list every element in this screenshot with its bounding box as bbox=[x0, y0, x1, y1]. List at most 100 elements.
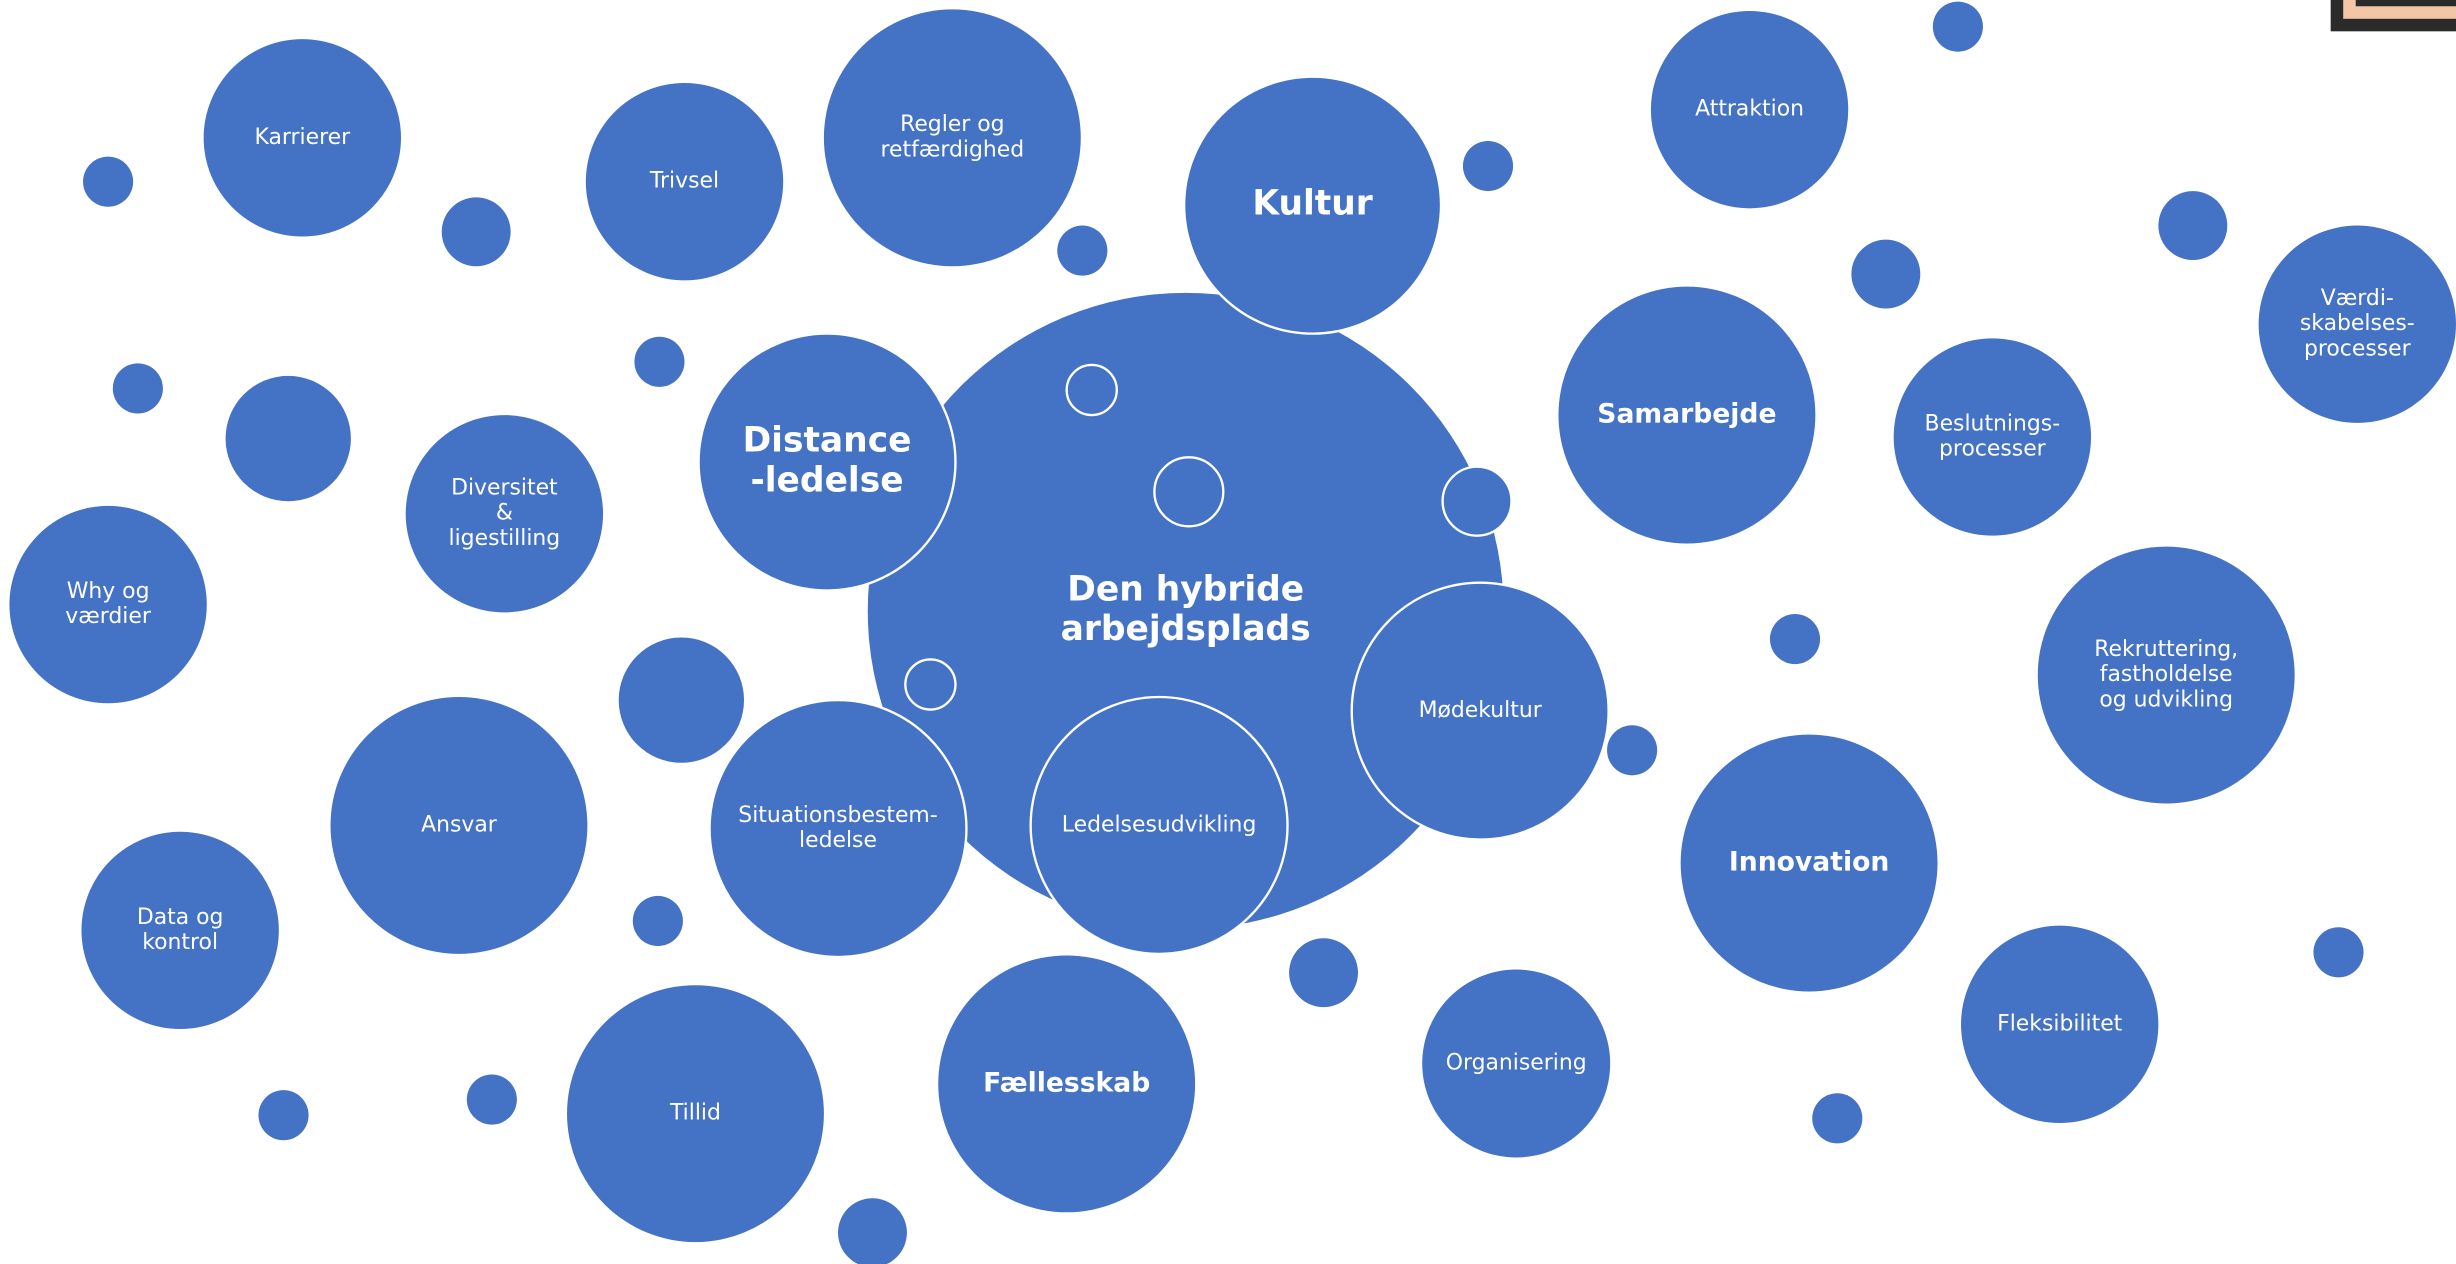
inner-circle bbox=[904, 658, 957, 711]
decor-circle bbox=[1851, 239, 1921, 309]
node: Ansvar bbox=[330, 697, 588, 954]
node: Samarbejde bbox=[1558, 286, 1816, 544]
node-label: og udvikling bbox=[2099, 687, 2233, 712]
node-circle bbox=[823, 9, 1081, 267]
node: Diversitet&ligestilling bbox=[405, 415, 604, 613]
decor-circle bbox=[838, 1198, 907, 1264]
node-label: Fleksibilitet bbox=[1997, 1011, 2123, 1036]
node: Organisering bbox=[1422, 969, 1611, 1158]
node: Situationsbestem-ledelse bbox=[708, 698, 968, 959]
node-label: Data og bbox=[137, 905, 224, 930]
node: Attraktion bbox=[1650, 10, 1849, 209]
node-label: værdier bbox=[65, 604, 151, 629]
node-label: Ledelsesudvikling bbox=[1062, 812, 1257, 837]
inner-circle bbox=[1153, 456, 1225, 528]
node-label: Den hybride bbox=[1067, 570, 1304, 610]
node-circle bbox=[2258, 225, 2456, 423]
decor-circle bbox=[1289, 938, 1359, 1008]
node-circle bbox=[1650, 10, 1849, 209]
node-label: Kultur bbox=[1252, 184, 1372, 224]
node-circle bbox=[697, 332, 957, 592]
node-circle bbox=[567, 985, 824, 1243]
decor-circle bbox=[2313, 927, 2364, 978]
decor-circle bbox=[258, 1090, 309, 1141]
node: Ledelsesudvikling bbox=[1029, 695, 1289, 956]
node-label: Organisering bbox=[1446, 1051, 1587, 1076]
node-label: processer bbox=[1939, 437, 2046, 462]
node-circle bbox=[203, 39, 401, 237]
node-circle bbox=[938, 955, 1196, 1213]
node: Innovation bbox=[1680, 734, 1938, 992]
node-label: Innovation bbox=[1729, 847, 1889, 878]
node-label: Trivsel bbox=[649, 169, 719, 194]
node-label: Værdi- bbox=[2321, 286, 2394, 311]
node-label: Distance bbox=[743, 421, 912, 461]
decor-circle bbox=[466, 1074, 517, 1125]
node: Distance-ledelse bbox=[697, 332, 957, 592]
node-label: Regler og bbox=[900, 112, 1004, 137]
node-label: Attraktion bbox=[1695, 97, 1804, 122]
decor-circle bbox=[83, 156, 134, 207]
node-label: processer bbox=[2304, 336, 2411, 361]
node-label: Samarbejde bbox=[1597, 399, 1776, 430]
node-label: kontrol bbox=[142, 930, 218, 955]
node-circle bbox=[1029, 695, 1289, 956]
node: Mødekultur bbox=[1350, 581, 1610, 841]
node-label: Situationsbestem- bbox=[738, 803, 937, 828]
node-label: Why og bbox=[67, 579, 150, 604]
decor-circles bbox=[83, 1, 2364, 1264]
inner-circle bbox=[1441, 465, 1513, 537]
node-circle bbox=[1961, 925, 2159, 1124]
decor-circle bbox=[225, 375, 351, 502]
decor-circle bbox=[1932, 1, 1983, 52]
node-label: skabelses- bbox=[2300, 311, 2415, 336]
node-circle bbox=[9, 505, 207, 704]
node-circle bbox=[1350, 581, 1610, 841]
node-circle bbox=[708, 698, 968, 959]
node-label: -ledelse bbox=[750, 460, 903, 500]
node-label: fastholdelse bbox=[2100, 662, 2233, 687]
decor-circle bbox=[618, 637, 745, 763]
decor-circle bbox=[112, 363, 163, 414]
node-label: arbejdsplads bbox=[1061, 609, 1311, 649]
node-circle bbox=[2037, 546, 2295, 804]
node-label: Mødekultur bbox=[1419, 698, 1542, 723]
node: Beslutnings-processer bbox=[1893, 338, 2092, 536]
node-circle bbox=[405, 415, 604, 613]
decor-circle bbox=[441, 197, 511, 267]
node-label: Ansvar bbox=[421, 812, 497, 837]
inner-circle bbox=[1065, 363, 1118, 417]
node: Værdi-skabelses-processer bbox=[2258, 225, 2456, 423]
decor-circle bbox=[1462, 140, 1514, 192]
node-circle bbox=[1558, 286, 1816, 544]
decor-circle bbox=[2158, 191, 2228, 261]
node-circle bbox=[1182, 75, 1443, 335]
decor-circle bbox=[1769, 613, 1821, 665]
decor-circle bbox=[1057, 225, 1108, 276]
node: Fællesskab bbox=[938, 955, 1196, 1213]
node: Tillid bbox=[567, 985, 824, 1243]
node: Kultur bbox=[1182, 75, 1443, 335]
node-circle bbox=[585, 83, 784, 281]
node: Trivsel bbox=[585, 83, 784, 281]
node: Fleksibilitet bbox=[1961, 925, 2159, 1124]
node-label: ligestilling bbox=[449, 526, 561, 551]
decor-circle bbox=[1812, 1093, 1863, 1144]
node-circle bbox=[330, 697, 588, 954]
decor-circle bbox=[632, 895, 683, 947]
node-label: & bbox=[496, 501, 513, 526]
node-label: ledelse bbox=[799, 828, 877, 853]
node-circle bbox=[1422, 969, 1611, 1158]
decor-circle bbox=[634, 336, 685, 387]
node-circle bbox=[867, 292, 1504, 929]
node-label: Fællesskab bbox=[983, 1067, 1150, 1098]
node-label: Rekruttering, bbox=[2094, 637, 2238, 662]
node-label: Diversitet bbox=[451, 476, 558, 501]
